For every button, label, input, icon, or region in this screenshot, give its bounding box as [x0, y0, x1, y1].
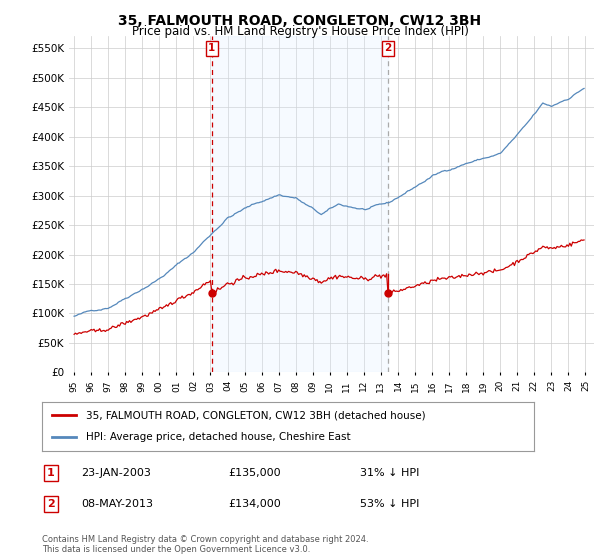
- Text: 35, FALMOUTH ROAD, CONGLETON, CW12 3BH: 35, FALMOUTH ROAD, CONGLETON, CW12 3BH: [118, 14, 482, 28]
- Text: 31% ↓ HPI: 31% ↓ HPI: [360, 468, 419, 478]
- Text: £134,000: £134,000: [228, 499, 281, 509]
- Text: 1: 1: [208, 43, 215, 53]
- Text: 53% ↓ HPI: 53% ↓ HPI: [360, 499, 419, 509]
- Text: Price paid vs. HM Land Registry's House Price Index (HPI): Price paid vs. HM Land Registry's House …: [131, 25, 469, 38]
- Bar: [212, 36, 388, 372]
- Text: 35, FALMOUTH ROAD, CONGLETON, CW12 3BH (detached house): 35, FALMOUTH ROAD, CONGLETON, CW12 3BH (…: [86, 410, 426, 421]
- Text: Contains HM Land Registry data © Crown copyright and database right 2024.
This d: Contains HM Land Registry data © Crown c…: [42, 535, 368, 554]
- Text: 2: 2: [385, 43, 392, 53]
- Text: 08-MAY-2013: 08-MAY-2013: [81, 499, 153, 509]
- Text: 2: 2: [47, 499, 55, 509]
- Text: 1: 1: [47, 468, 55, 478]
- Text: 23-JAN-2003: 23-JAN-2003: [81, 468, 151, 478]
- Text: £135,000: £135,000: [228, 468, 281, 478]
- Text: HPI: Average price, detached house, Cheshire East: HPI: Average price, detached house, Ches…: [86, 432, 351, 442]
